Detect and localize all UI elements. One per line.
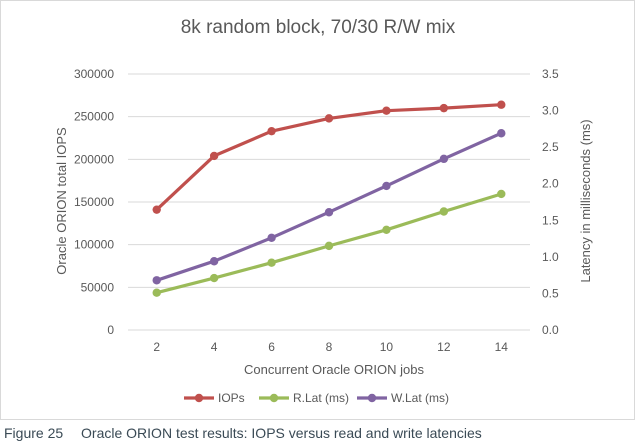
y-tick-right: 3.0	[542, 104, 559, 118]
y-tick-left: 0	[107, 323, 114, 337]
y-tick-left: 100000	[74, 238, 114, 252]
data-point	[267, 126, 276, 136]
y-tick-left: 300000	[74, 67, 114, 81]
series-w-lat-ms	[152, 129, 506, 285]
y-tick-right: 1.0	[542, 250, 559, 264]
data-point	[324, 208, 334, 217]
y-tick-right: 3.5	[542, 67, 559, 81]
x-tick: 14	[495, 340, 509, 354]
x-tick: 10	[380, 340, 394, 354]
x-tick: 2	[153, 340, 160, 354]
line-chart: 8k random block, 70/30 R/W mix 050000100…	[54, 17, 593, 405]
x-tick: 8	[326, 340, 333, 354]
data-point	[382, 181, 391, 191]
legend-marker	[367, 393, 377, 403]
data-point	[439, 103, 449, 113]
chart-title: 8k random block, 70/30 R/W mix	[181, 17, 456, 38]
data-point	[267, 258, 276, 267]
x-tick: 6	[268, 340, 275, 354]
legend-item: W.Lat (ms)	[357, 391, 449, 405]
y-tick-left: 250000	[74, 110, 114, 124]
x-tick: 4	[211, 340, 218, 354]
data-point	[497, 189, 506, 199]
data-point	[152, 288, 161, 297]
y-tick-right: 2.0	[542, 177, 559, 191]
legend-marker	[194, 393, 204, 403]
legend-label: W.Lat (ms)	[391, 391, 449, 405]
data-point	[267, 233, 276, 243]
y-tick-left: 50000	[81, 280, 115, 294]
y-tick-left: 150000	[74, 195, 114, 209]
y-tick-right: 2.5	[542, 140, 559, 154]
y-axis-title-right: Latency in milliseconds (ms)	[578, 119, 593, 282]
data-point	[209, 257, 219, 266]
legend-marker	[269, 393, 279, 403]
series-iops	[152, 100, 506, 214]
series-r-lat-ms	[152, 189, 506, 297]
data-point	[497, 100, 506, 109]
data-point	[497, 129, 506, 138]
x-axis-title: Concurrent Oracle ORION jobs	[244, 362, 424, 377]
data-point	[209, 151, 219, 161]
data-point	[152, 276, 161, 285]
figure-caption: Figure 25 Oracle ORION test results: IOP…	[4, 425, 482, 441]
data-point	[209, 273, 219, 283]
y-tick-left: 200000	[74, 152, 114, 166]
data-point	[439, 154, 449, 164]
data-point	[324, 241, 334, 251]
chart-area: 8k random block, 70/30 R/W mix 0 50000 100…	[0, 0, 635, 420]
y-tick-right: 0.0	[542, 323, 559, 337]
data-point	[439, 207, 449, 216]
caption-number: Figure 25	[4, 425, 64, 441]
caption-text: Oracle ORION test results: IOPS versus r…	[81, 425, 482, 441]
x-tick: 12	[437, 340, 451, 354]
data-point	[382, 106, 391, 115]
legend-item: IOPs	[184, 391, 245, 405]
data-point	[382, 225, 391, 234]
y-axis-title-left: Oracle ORION total IOPS	[54, 127, 69, 275]
legend-item: R.Lat (ms)	[259, 391, 349, 405]
legend-label: IOPs	[218, 391, 245, 405]
y-tick-right: 1.5	[542, 213, 559, 227]
series-line	[155, 131, 503, 282]
data-point	[152, 205, 161, 214]
legend-label: R.Lat (ms)	[293, 391, 349, 405]
data-point	[324, 114, 334, 123]
y-tick-right: 0.5	[542, 286, 559, 300]
